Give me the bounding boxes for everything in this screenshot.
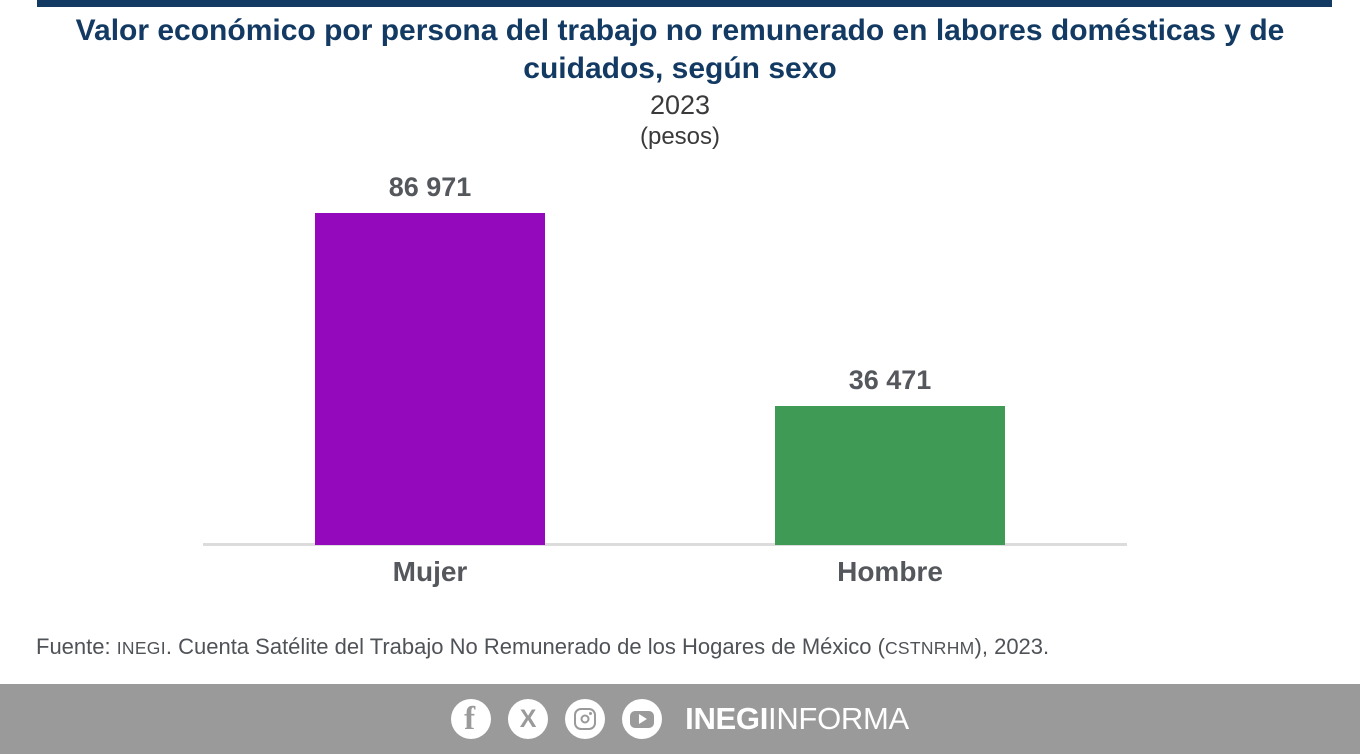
inegi-informa-brand: INEGIINFORMA [685,701,909,737]
bar-chart-plot-area: 86 971 36 471 [203,172,1127,546]
source-acronym: CSTNRHM [884,638,975,658]
instagram-frame [574,708,597,730]
chart-units-label: (pesos) [639,123,721,150]
bar-value-label-hombre: 36 471 [848,365,932,395]
footer-social-bar: f X INEGIINFORMA [0,684,1360,754]
x-axis-baseline [203,543,1127,546]
x-glyph: X [519,704,537,733]
youtube-play-triangle [639,714,648,724]
category-label-hombre: Hombre [837,556,943,587]
chart-subtitle-year: 2023 [649,90,711,120]
bar-mujer [315,213,545,545]
chart-title: Valor económico por persona del trabajo … [75,14,1285,85]
source-middle: . Cuenta Satélite del Trabajo No Remuner… [165,634,885,659]
source-note: Fuente: INEGI. Cuenta Satélite del Traba… [36,634,1049,660]
category-label-mujer: Mujer [392,556,468,587]
x-icon[interactable]: X [508,699,549,739]
source-suffix: ), 2023. [974,634,1050,659]
bar-value-label-mujer: 86 971 [388,172,472,202]
brand-inegi: INEGI [685,701,769,736]
source-org: INEGI [116,638,166,658]
facebook-icon[interactable]: f [451,699,492,739]
brand-informa: INFORMA [768,701,909,736]
instagram-lens [580,714,590,724]
youtube-screen [630,710,655,728]
youtube-icon[interactable] [622,699,663,739]
top-navy-strip [37,0,1332,7]
instagram-flash-dot [589,712,593,715]
facebook-glyph: f [464,701,476,737]
instagram-icon[interactable] [565,699,606,739]
source-prefix: Fuente: [36,634,117,659]
bar-hombre [775,406,1005,545]
